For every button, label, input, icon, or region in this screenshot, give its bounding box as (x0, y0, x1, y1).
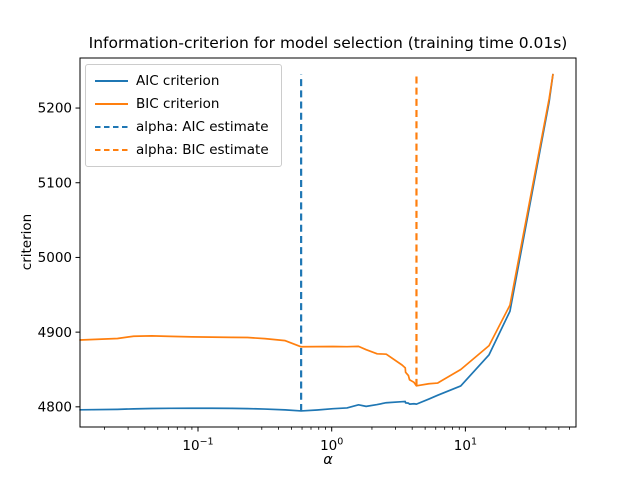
x-tick-label: 101 (454, 437, 477, 455)
y-tick-label: 4800 (38, 400, 72, 416)
legend-line-sample (95, 103, 128, 105)
legend: AIC criterion BIC criterion alpha: AIC est… (85, 64, 282, 167)
x-tick-label: 10−1 (182, 437, 213, 455)
legend-label: BIC criterion (136, 96, 220, 112)
y-tick-label: 5100 (38, 175, 72, 191)
legend-label: alpha: BIC estimate (136, 142, 269, 158)
axes-spines (79, 57, 577, 428)
legend-label: AIC criterion (136, 73, 220, 89)
y-tick-label: 5200 (38, 101, 72, 117)
x-axis-label: α (323, 452, 333, 468)
legend-entry-aic-criterion: AIC criterion (95, 72, 271, 90)
y-tick-label: 5000 (38, 250, 72, 266)
x-tick-label: 100 (320, 437, 343, 455)
legend-line-sample (95, 80, 128, 82)
legend-entry-alpha-bic-estimate: alpha: BIC estimate (95, 141, 271, 159)
chart-title: Information-criterion for model selectio… (88, 34, 568, 52)
legend-entry-alpha-aic-estimate: alpha: AIC estimate (95, 118, 271, 136)
y-axis-label: criterion (19, 213, 35, 271)
legend-dashed-line-sample (95, 149, 128, 151)
y-tick-label: 4900 (38, 325, 72, 341)
legend-entry-bic-criterion: BIC criterion (95, 95, 271, 113)
legend-label: alpha: AIC estimate (136, 119, 269, 135)
series-line-bic (79, 73, 554, 387)
legend-dashed-line-sample (95, 126, 128, 128)
series-line-aic (79, 73, 554, 412)
